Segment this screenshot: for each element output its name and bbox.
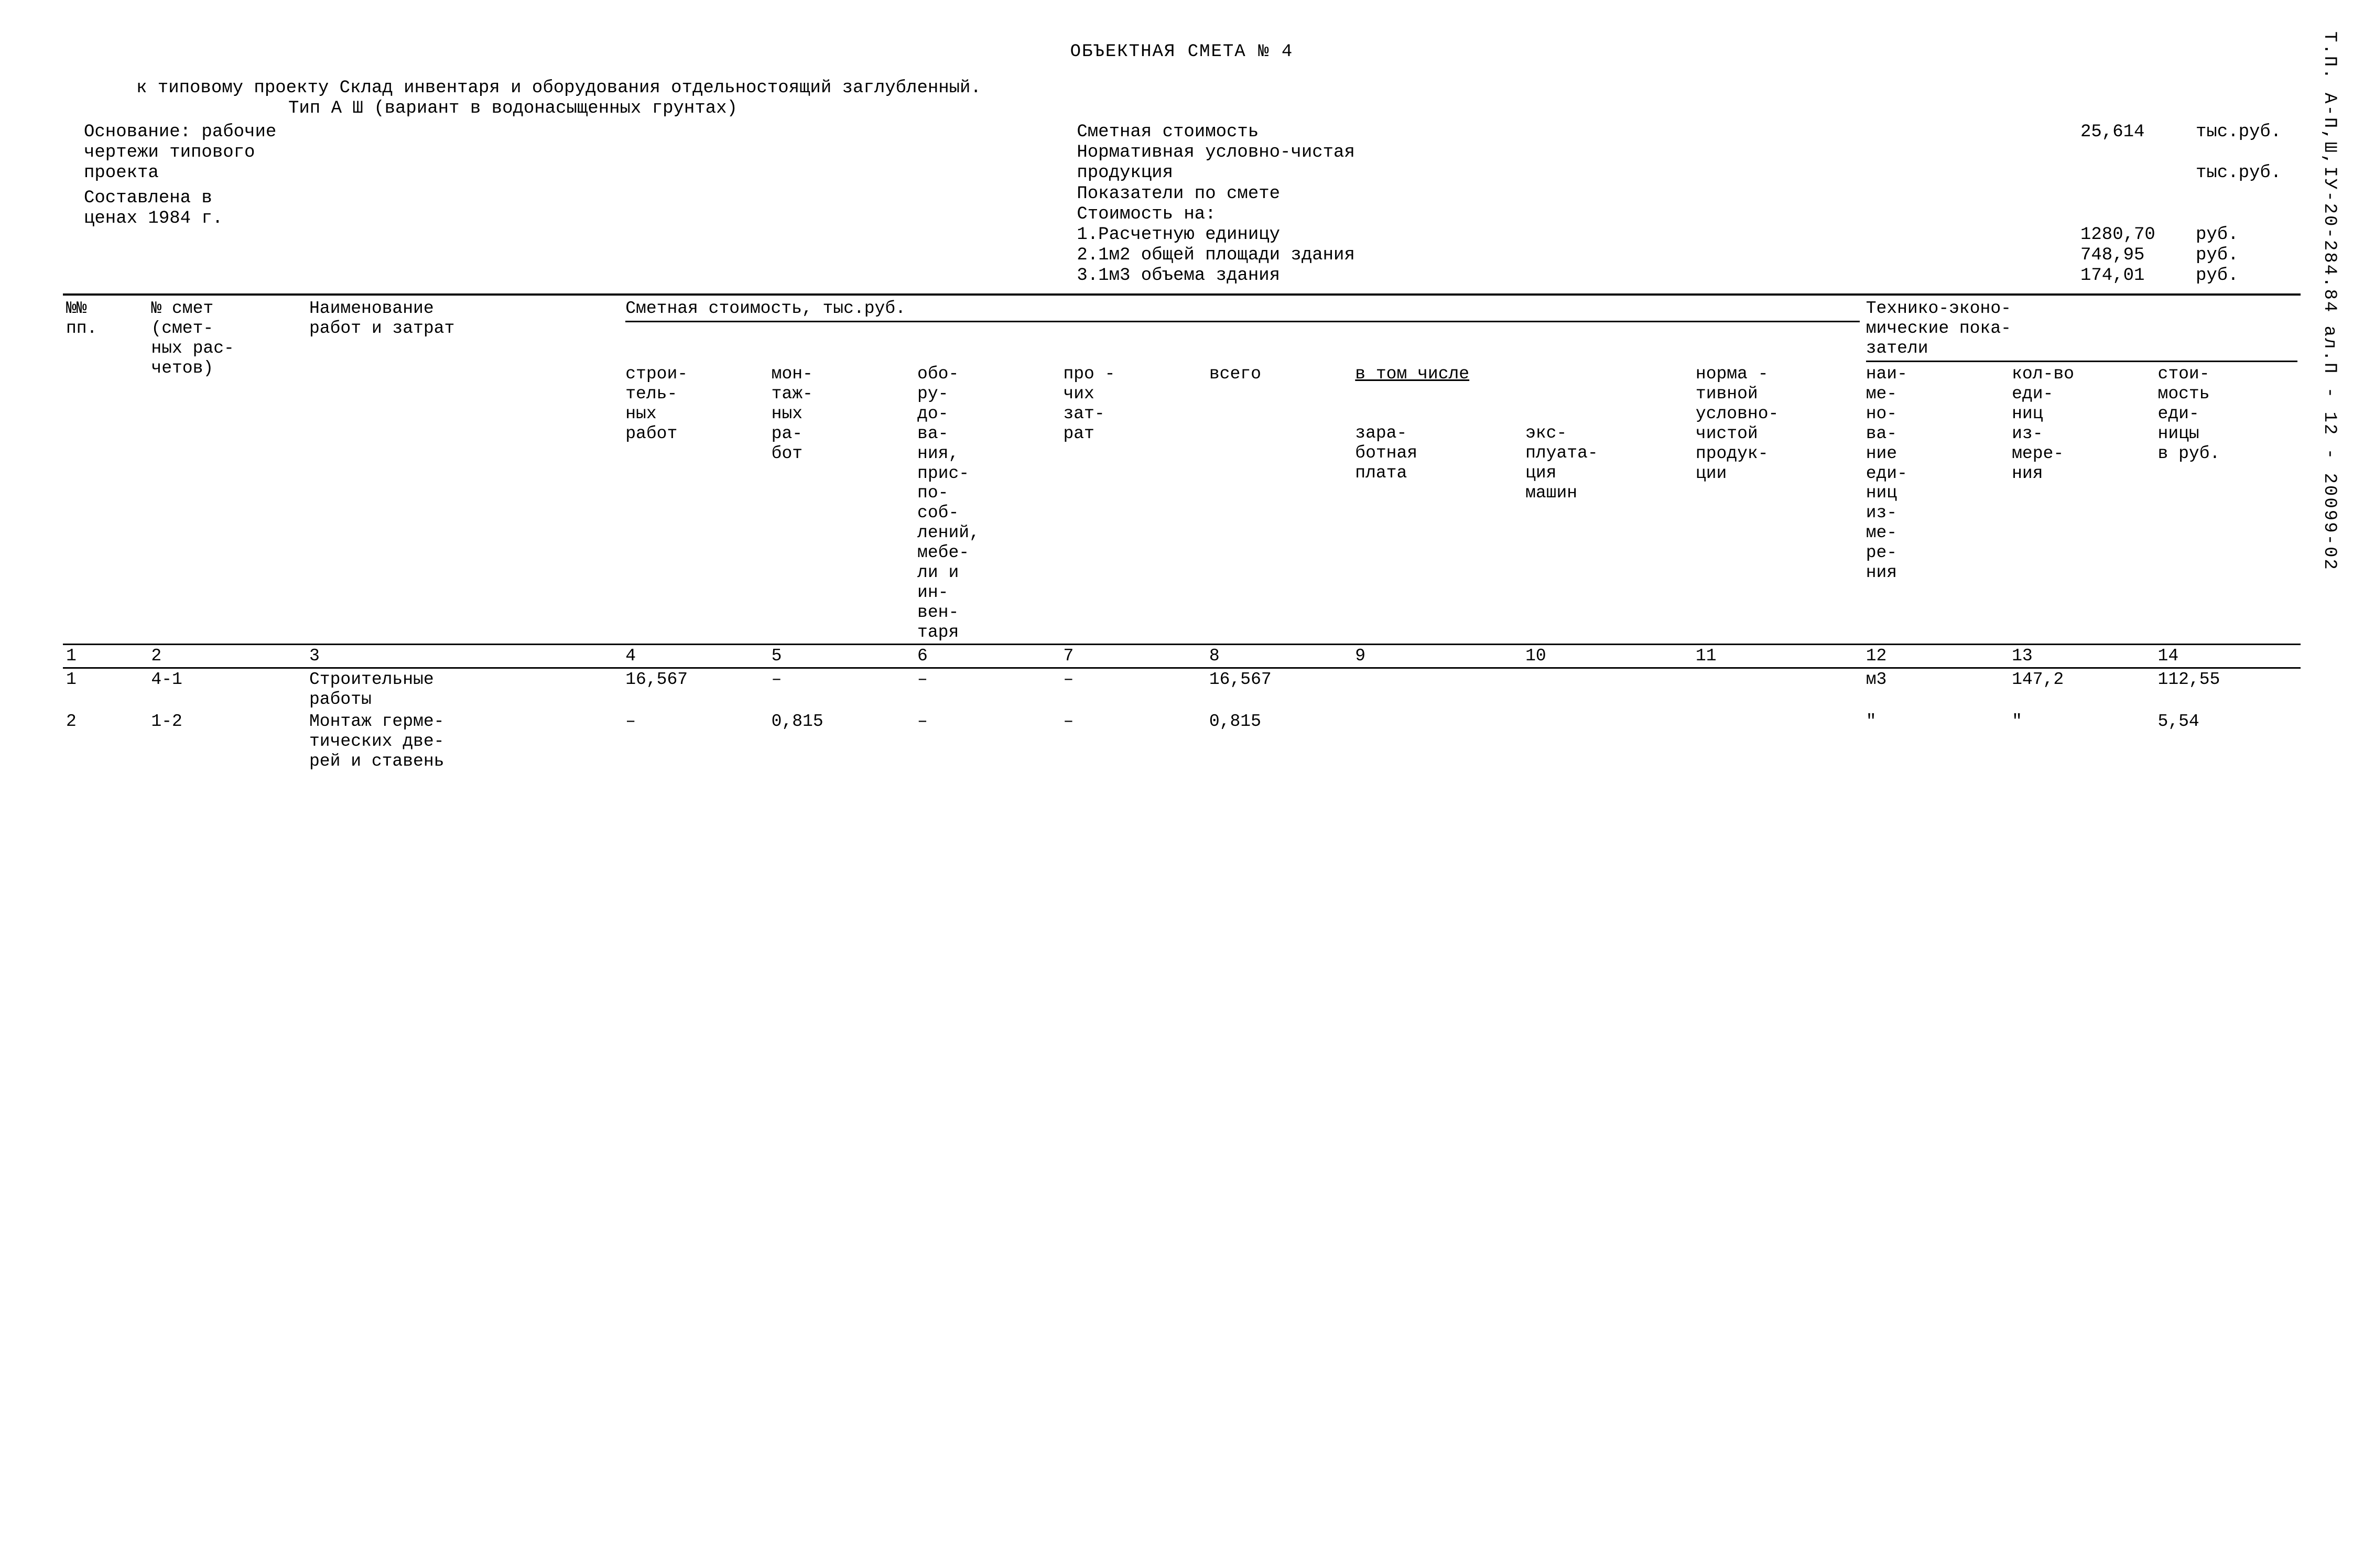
header-left: Основание: рабочие чертежи типового прое… xyxy=(63,122,1045,286)
colnum-13: 13 xyxy=(2009,645,2154,667)
cell-c10 xyxy=(1522,669,1693,711)
colnum-4: 4 xyxy=(622,645,768,667)
cell-c11 xyxy=(1693,711,1863,772)
cell-c8: 0,815 xyxy=(1206,711,1352,772)
basis-3: проекта xyxy=(84,163,1045,183)
cell-c13: 147,2 xyxy=(2009,669,2154,711)
cell-c6: – xyxy=(914,669,1060,711)
r2-unit: руб. xyxy=(2196,245,2301,266)
hdr-c10: экс-плуата-циямашин xyxy=(1522,422,1693,644)
project-description: к типовому проекту Склад инвентаря и обо… xyxy=(136,78,2301,119)
table-row: 2 1-2 Монтаж герме-тических две-рей и ст… xyxy=(63,711,2301,772)
colnum-row: 1 2 3 4 5 6 7 8 9 10 11 12 13 14 xyxy=(63,645,2301,667)
hdr-col2: № смет(смет-ных рас-четов) xyxy=(148,298,306,644)
cell-c14: 112,55 xyxy=(2155,669,2301,711)
doc-title: ОБЪЕКТНАЯ СМЕТА № 4 xyxy=(63,42,2301,62)
r3-label: 3.1м3 объема здания xyxy=(1077,266,2080,286)
r3-unit: руб. xyxy=(2196,266,2301,286)
cost-label: Сметная стоимость xyxy=(1077,122,2080,143)
cell-name: Монтаж герме-тических две-рей и ставень xyxy=(306,711,622,772)
header-row-groups: №№пп. № смет(смет-ных рас-четов) Наимено… xyxy=(63,298,2301,363)
cell-c6: – xyxy=(914,711,1060,772)
hdr-c7: про -чихзат-рат xyxy=(1060,363,1206,644)
cost-unit: тыс.руб. xyxy=(2196,122,2301,143)
header-block: Основание: рабочие чертежи типового прое… xyxy=(63,122,2301,286)
cell-c5: 0,815 xyxy=(768,711,914,772)
hdr-col1: №№пп. xyxy=(63,298,148,644)
header-right: Сметная стоимость 25,614 тыс.руб. Нормат… xyxy=(1045,122,2301,286)
colnum-5: 5 xyxy=(768,645,914,667)
cell-c7: – xyxy=(1060,669,1206,711)
r1-label: 1.Расчетную единицу xyxy=(1077,225,2080,245)
hdr-group-cost: Сметная стоимость, тыс.руб. xyxy=(622,298,1862,363)
norm-label2: продукция xyxy=(1077,163,2080,183)
project-line1: к типовому проекту Склад инвентаря и обо… xyxy=(136,78,2301,99)
basis-1: Основание: рабочие xyxy=(84,122,1045,143)
rule-top xyxy=(63,293,2301,296)
cell-n: 1 xyxy=(63,669,148,711)
cell-c5: – xyxy=(768,669,914,711)
cell-name: Строительныеработы xyxy=(306,669,622,711)
hdr-c8: всего xyxy=(1206,363,1352,644)
norm-unit: тыс.руб. xyxy=(2196,163,2301,183)
table-row: 1 4-1 Строительныеработы 16,567 – – – 16… xyxy=(63,669,2301,711)
hdr-c13: кол-воеди-нициз-мере-ния xyxy=(2009,363,2154,644)
hdr-c5: мон-таж-ныхра-бот xyxy=(768,363,914,644)
cell-c9 xyxy=(1352,711,1522,772)
indicators-label: Показатели по смете xyxy=(1077,184,2301,204)
project-line2: Тип А Ш (вариант в водонасыщенных грунта… xyxy=(136,99,2301,119)
cell-c12: м3 xyxy=(1863,669,2009,711)
r2-val: 748,95 xyxy=(2080,245,2196,266)
estimate-table: №№пп. № смет(смет-ных рас-четов) Наимено… xyxy=(63,298,2301,772)
hdr-group-tech: Технико-эконо-мические пока-затели xyxy=(1863,298,2301,363)
cell-c13: " xyxy=(2009,711,2154,772)
colnum-6: 6 xyxy=(914,645,1060,667)
cell-c12: " xyxy=(1863,711,2009,772)
colnum-2: 2 xyxy=(148,645,306,667)
cell-c10 xyxy=(1522,711,1693,772)
priced-1: Составлена в xyxy=(84,188,1045,209)
hdr-c11: норма -тивнойусловно-чистойпродук-ции xyxy=(1693,363,1863,644)
hdr-c12: наи-ме-но-ва-ниееди-нициз-ме-ре-ния xyxy=(1863,363,2009,644)
cost-on-label: Стоимость на: xyxy=(1077,204,2301,225)
colnum-3: 3 xyxy=(306,645,622,667)
hdr-c4: строи-тель-ныхработ xyxy=(622,363,768,644)
hdr-col3: Наименованиеработ и затрат xyxy=(306,298,622,644)
colnum-12: 12 xyxy=(1863,645,2009,667)
cell-c7: – xyxy=(1060,711,1206,772)
hdr-c6: обо-ру-до-ва-ния,прис-по-соб-лений,мебе-… xyxy=(914,363,1060,644)
cell-c11 xyxy=(1693,669,1863,711)
colnum-9: 9 xyxy=(1352,645,1522,667)
cell-c4: – xyxy=(622,711,768,772)
colnum-14: 14 xyxy=(2155,645,2301,667)
cell-c14: 5,54 xyxy=(2155,711,2301,772)
colnum-10: 10 xyxy=(1522,645,1693,667)
r2-label: 2.1м2 общей площади здания xyxy=(1077,245,2080,266)
cell-c4: 16,567 xyxy=(622,669,768,711)
colnum-11: 11 xyxy=(1693,645,1863,667)
r1-val: 1280,70 xyxy=(2080,225,2196,245)
r3-val: 174,01 xyxy=(2080,266,2196,286)
priced-2: ценах 1984 г. xyxy=(84,209,1045,229)
basis-2: чертежи типового xyxy=(84,143,1045,163)
cell-n: 2 xyxy=(63,711,148,772)
norm-label1: Нормативная условно-чистая xyxy=(1077,143,2080,163)
colnum-7: 7 xyxy=(1060,645,1206,667)
hdr-c14: стои-мостьеди-ницыв руб. xyxy=(2155,363,2301,644)
cost-value: 25,614 xyxy=(2080,122,2196,143)
cell-c9 xyxy=(1352,669,1522,711)
colnum-1: 1 xyxy=(63,645,148,667)
cell-c8: 16,567 xyxy=(1206,669,1352,711)
cell-sm: 1-2 xyxy=(148,711,306,772)
r1-unit: руб. xyxy=(2196,225,2301,245)
side-annotation: Т.П. А-П,Ш,IУ-20-284.84 ал.П - 12 - 2009… xyxy=(2319,31,2339,571)
hdr-incl: в том числе xyxy=(1352,363,1693,423)
cell-sm: 4-1 xyxy=(148,669,306,711)
colnum-8: 8 xyxy=(1206,645,1352,667)
hdr-c9: зара-ботнаяплата xyxy=(1352,422,1522,644)
